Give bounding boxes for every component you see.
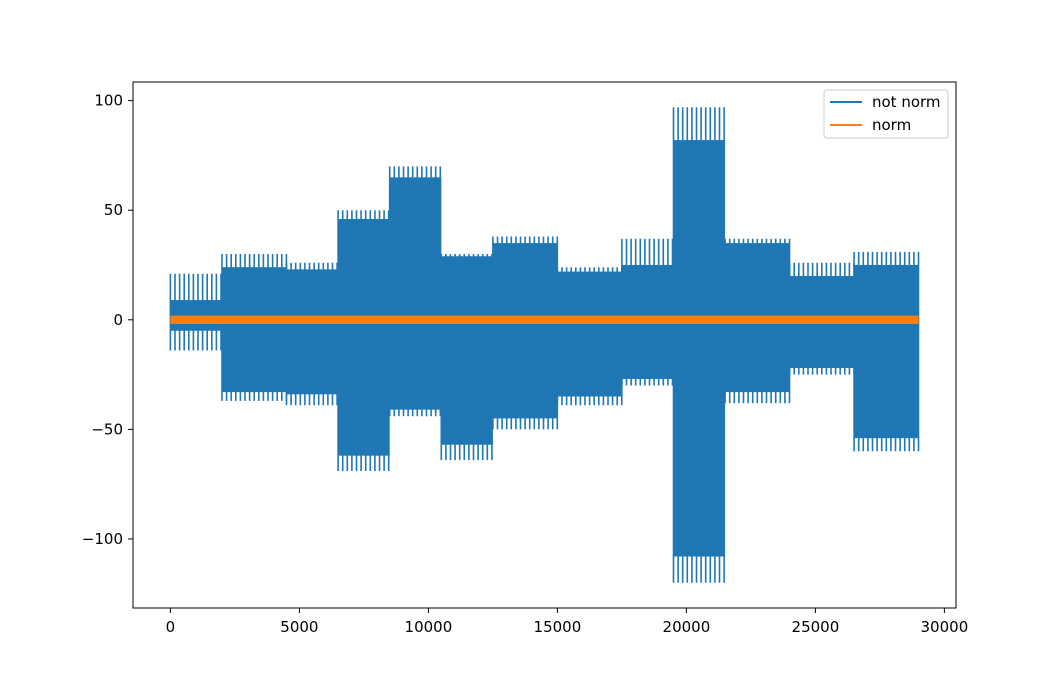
- series-not-norm-oscillation: [337, 210, 390, 471]
- series-not-norm-segment: [337, 210, 390, 471]
- series-not-norm-segment: [853, 251, 920, 452]
- series-not-norm-oscillation: [285, 262, 338, 406]
- legend: not norm norm: [823, 89, 949, 139]
- y-tick-label: 0: [113, 311, 123, 329]
- x-tick-label: 25000: [792, 618, 840, 636]
- series-not-norm-oscillation: [492, 236, 559, 430]
- y-tick-label: −50: [91, 420, 123, 438]
- y-tick-label: 50: [104, 201, 123, 219]
- series-not-norm-oscillation: [621, 238, 674, 386]
- y-tick-label: 100: [94, 92, 123, 110]
- series-not-norm-segment: [388, 166, 442, 417]
- legend-label-not-norm: not norm: [872, 93, 941, 111]
- plot-area: [169, 107, 920, 583]
- series-not-norm-oscillation: [556, 267, 623, 406]
- series-not-norm-segment: [440, 254, 493, 461]
- series-not-norm-band: [673, 140, 726, 557]
- series-not-norm-oscillation: [853, 251, 920, 452]
- x-tick-label: 15000: [534, 618, 582, 636]
- series-not-norm-segment: [169, 273, 223, 351]
- series-not-norm-band: [338, 218, 390, 456]
- series-not-norm-band: [389, 177, 442, 410]
- series-not-norm-oscillation: [221, 254, 288, 401]
- x-tick-label: 0: [166, 618, 176, 636]
- x-tick-label: 10000: [405, 618, 453, 636]
- series-not-norm-segment: [221, 254, 288, 401]
- x-tick-label: 20000: [663, 618, 711, 636]
- series-not-norm-segment: [672, 107, 726, 583]
- series-not-norm-oscillation: [388, 166, 442, 417]
- legend-label-norm: norm: [872, 116, 911, 134]
- y-axis: −100 −50 0 50 100: [82, 92, 133, 548]
- series-not-norm-band: [441, 256, 493, 445]
- series-not-norm-band: [170, 300, 223, 331]
- series-not-norm-oscillation: [169, 273, 222, 351]
- x-tick-label: 5000: [280, 618, 318, 636]
- series-not-norm-segment: [556, 267, 623, 406]
- series-not-norm-band: [286, 269, 339, 395]
- series-not-norm-oscillation: [440, 254, 493, 461]
- x-tick-label: 30000: [921, 618, 969, 636]
- series-norm-line: [170, 315, 919, 324]
- series-not-norm-segment: [285, 262, 339, 406]
- series-not-norm-oscillation: [672, 107, 725, 583]
- y-tick-label: −100: [82, 530, 123, 548]
- axes-frame: [132, 81, 957, 609]
- series-not-norm-segment: [492, 236, 559, 430]
- x-axis: 0 5000 10000 15000 20000 25000 30000: [166, 608, 969, 636]
